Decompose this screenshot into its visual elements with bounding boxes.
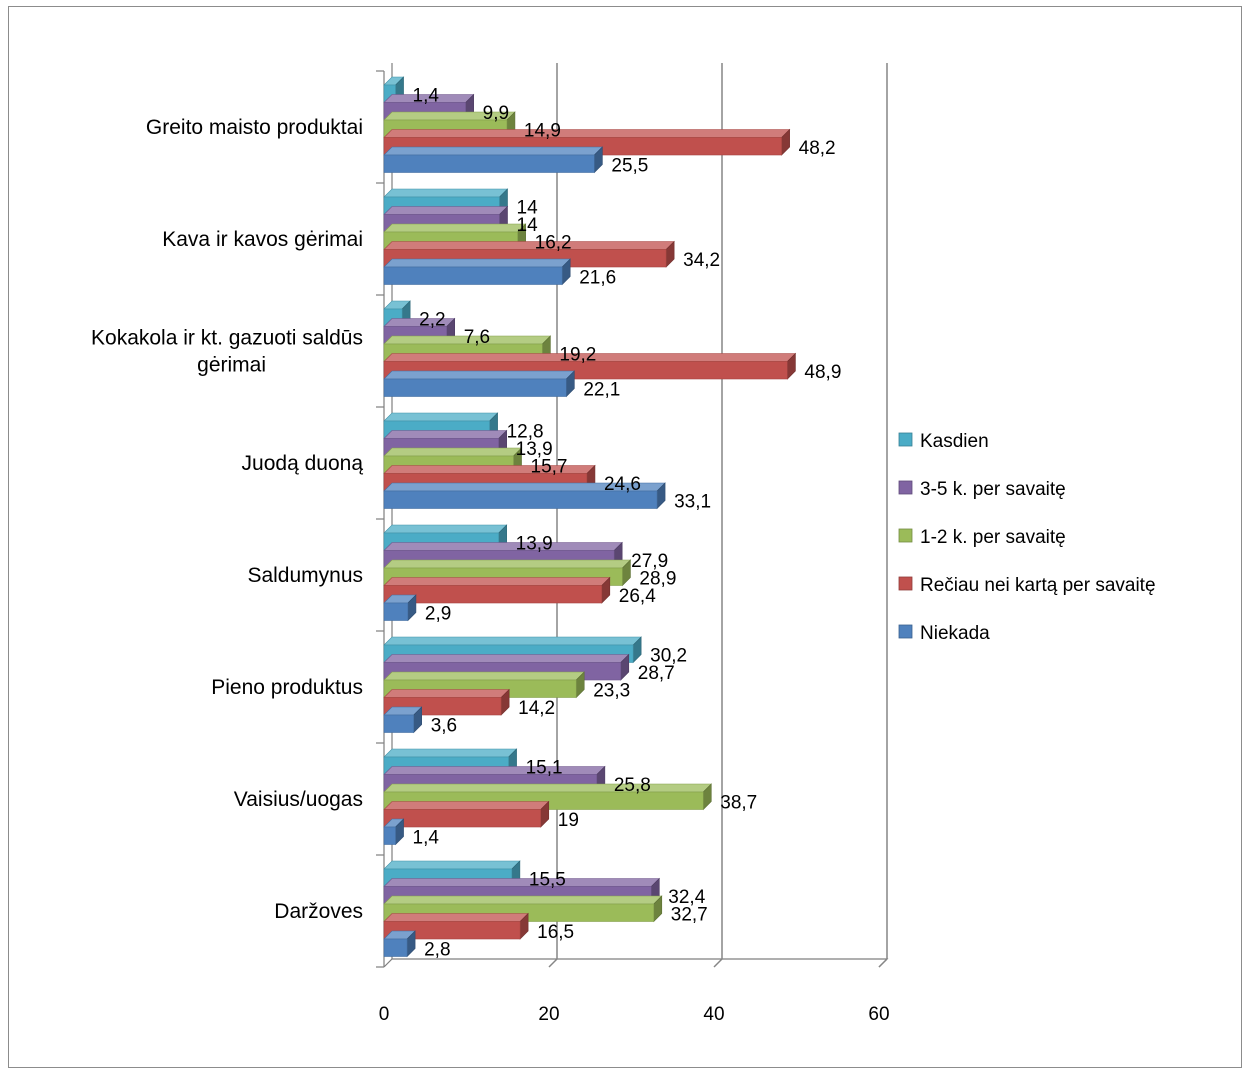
data-label: 32,4 [668,887,705,908]
bar [383,800,550,828]
data-label: 13,9 [516,534,553,555]
bar-chart: 1,49,914,948,225,5141416,234,221,62,27,6… [91,63,1156,1025]
data-label: 38,7 [720,793,757,814]
gridline-floor [713,958,723,968]
data-label: 28,9 [639,569,676,590]
bar [383,930,416,958]
data-label: 23,3 [593,681,630,702]
data-label: 24,6 [604,474,641,495]
data-label: 28,7 [638,663,675,684]
bar [383,576,611,604]
category-label: Saldumynus [247,564,363,587]
bar [383,818,405,846]
legend-label: Rečiau nei kartą per savaitę [920,575,1156,596]
data-label: 15,5 [529,870,566,891]
x-tick-label: 40 [703,1004,724,1025]
data-label: 27,9 [631,551,668,572]
data-label: 21,6 [579,268,616,289]
legend-item: 1-2 k. per savaitę [898,527,1066,548]
legend-label: 3-5 k. per savaitę [920,479,1066,500]
legend-swatch [898,432,913,447]
gridline-floor [548,958,558,968]
category-label: Kokakola ir kt. gazuoti saldūs gėrimai [91,327,363,377]
category-label: Juodą duoną [242,452,364,475]
legend-swatch [898,528,913,543]
data-label: 15,1 [526,758,563,779]
data-label: 19,2 [559,345,596,366]
category-label: Vaisius/uogas [234,788,363,811]
data-label: 2,9 [425,604,451,625]
data-label: 3,6 [431,716,457,737]
bar [383,370,576,398]
x-tick-label: 0 [379,1004,390,1025]
data-label: 15,7 [531,457,568,478]
legend: Kasdien 3-5 k. per savaitę 1-2 k. per sava… [898,431,1156,644]
data-label: 2,2 [419,310,445,331]
chart-frame: 1,4 9,9 14,9 48,2 25,5 14 14 16,2 34,2 21,6 2,2 7,6… [8,6,1242,1068]
data-labels: 1,49,914,948,225,5141416,234,221,62,27,6… [413,86,842,961]
data-label: 25,8 [614,775,651,796]
data-label: 1,4 [413,828,440,849]
gridline-floor [878,958,888,968]
data-label: 34,2 [683,250,720,271]
data-label: 48,9 [804,362,841,383]
bar [383,482,666,510]
category-axis [376,70,385,968]
data-label: 14 [517,198,539,219]
legend-item: Kasdien [898,431,989,452]
x-tick-label: 20 [538,1004,559,1025]
data-label: 16,2 [535,233,572,254]
data-label: 33,1 [674,492,711,513]
data-label: 13,9 [516,439,553,460]
data-label: 14 [517,215,539,236]
data-label: 26,4 [619,586,656,607]
legend-label: Niekada [920,623,990,644]
data-label: 16,5 [537,922,574,943]
data-label: 2,8 [424,940,450,961]
bar [383,594,417,622]
legend-item: 3-5 k. per savaitę [898,479,1066,500]
x-tick-labels: 0 20 40 60 [379,1004,890,1025]
data-label: 19 [558,810,579,831]
category-labels: Greito maisto produktai Kava ir kavos gėr… [91,116,363,923]
data-label: 25,5 [611,156,648,177]
legend-swatch [898,624,913,639]
category-label: Pieno produktus [211,676,363,699]
bar [383,146,604,174]
legend-swatch [898,576,913,591]
legend-item: Niekada [898,623,990,644]
bar [383,706,423,734]
category-label: Greito maisto produktai [146,116,363,139]
legend-label: Kasdien [920,431,989,452]
data-label: 7,6 [464,327,490,348]
data-label: 48,2 [799,138,836,159]
data-label: 32,7 [671,905,708,926]
bars [383,76,797,958]
bar [383,258,571,286]
legend-item: Rečiau nei kartą per savaitę [898,575,1156,596]
legend-label: 1-2 k. per savaitę [920,527,1066,548]
data-label: 1,4 [413,86,440,107]
data-label: 22,1 [583,380,620,401]
bar [383,912,529,940]
data-label: 9,9 [483,103,509,124]
category-label: Kava ir kavos gėrimai [162,228,363,251]
data-label: 14,2 [518,698,555,719]
data-label: 14,9 [524,121,561,142]
data-label: 12,8 [507,422,544,443]
x-tick-label: 60 [868,1004,889,1025]
category-label: Daržoves [274,900,363,923]
floor-edge [383,958,889,968]
gridlines [548,63,888,968]
data-label: 30,2 [650,646,687,667]
legend-swatch [898,480,913,495]
